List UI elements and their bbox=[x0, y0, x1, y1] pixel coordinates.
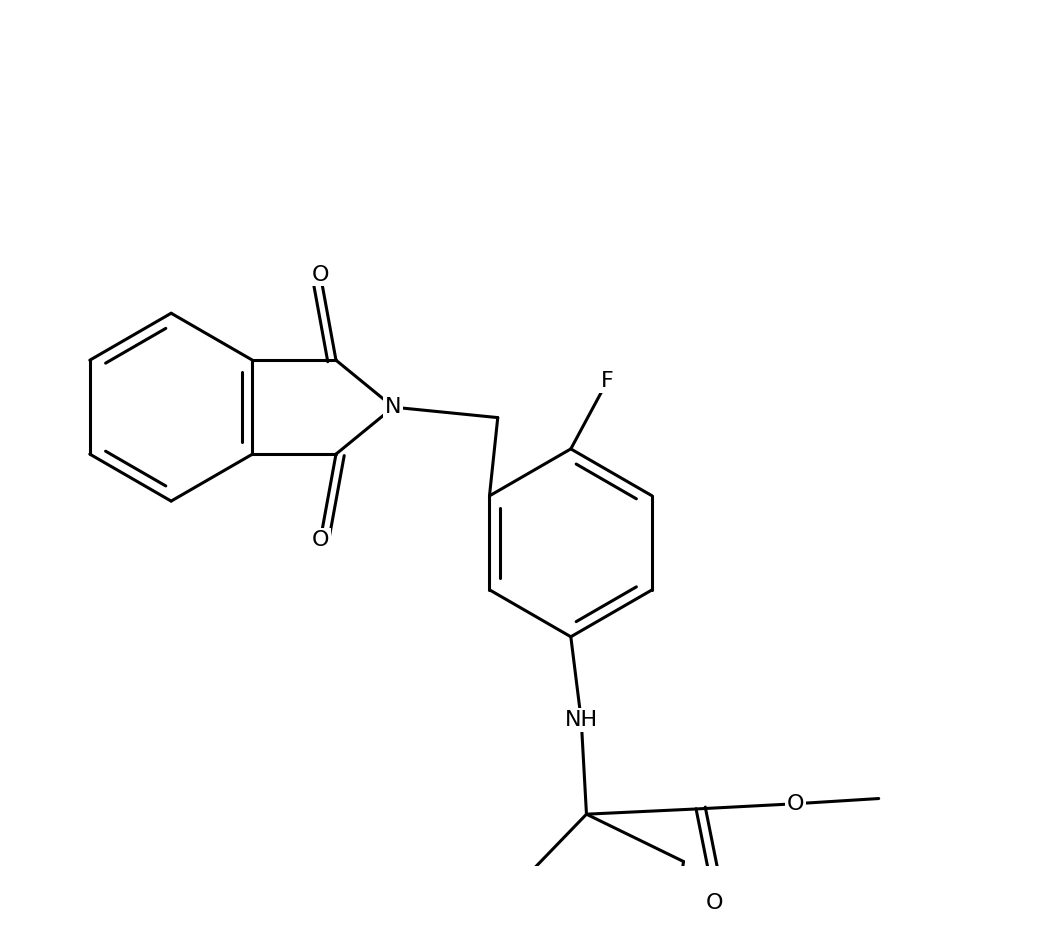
Text: O: O bbox=[311, 265, 329, 285]
Text: O: O bbox=[311, 530, 329, 550]
Text: F: F bbox=[601, 371, 613, 391]
Text: NH: NH bbox=[565, 711, 598, 731]
Text: O: O bbox=[706, 893, 724, 913]
Text: N: N bbox=[385, 397, 402, 417]
Text: O: O bbox=[787, 794, 804, 814]
